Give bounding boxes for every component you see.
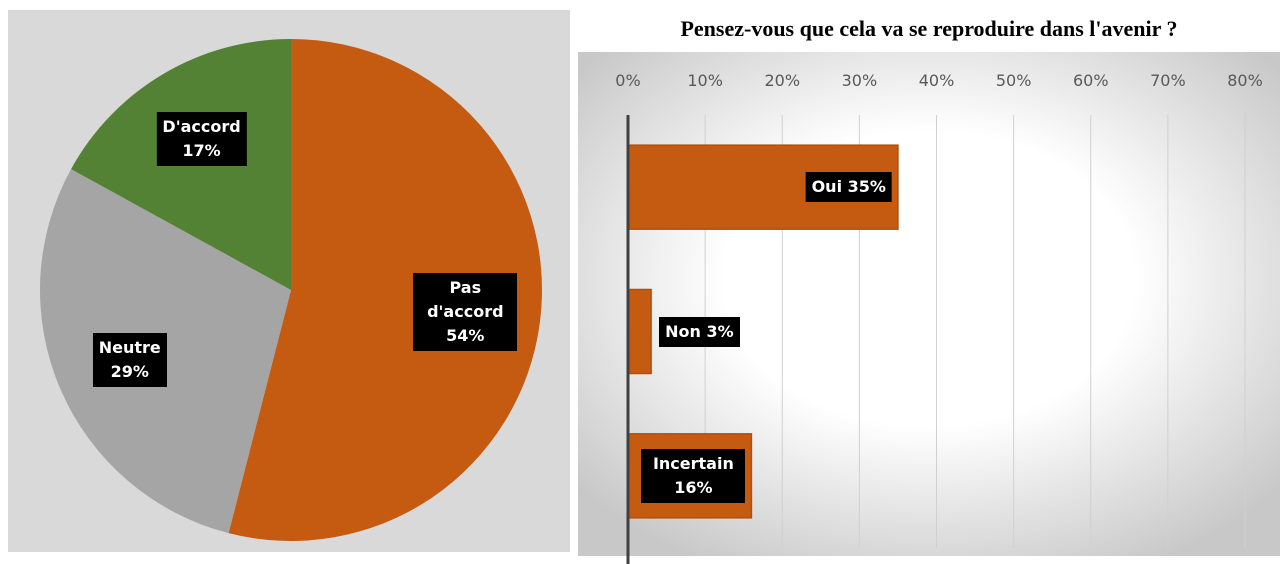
x-tick-label: 30% xyxy=(842,71,878,90)
x-tick-label: 10% xyxy=(687,71,723,90)
data-label: D'accord 17% xyxy=(156,111,247,166)
label-value: 35% xyxy=(847,177,886,197)
label-category: D'accord xyxy=(162,116,241,136)
bar xyxy=(627,288,652,375)
x-tick-label: 0% xyxy=(615,71,640,90)
data-label: Non 3% xyxy=(659,316,740,347)
data-label: Pas d'accord 54% xyxy=(413,273,518,352)
label-value: 16% xyxy=(674,477,713,497)
pie-slice xyxy=(228,39,542,541)
label-category: Incertain xyxy=(652,453,734,473)
label-value: 29% xyxy=(110,361,149,381)
label-category: Non xyxy=(665,321,701,341)
label-value: 54% xyxy=(446,326,485,346)
data-label: Oui 35% xyxy=(805,172,892,203)
label-category: Pas d'accord xyxy=(427,278,504,322)
data-label: Incertain 16% xyxy=(641,448,746,503)
x-tick-label: 20% xyxy=(764,71,800,90)
x-tick-label: 60% xyxy=(1073,71,1109,90)
x-tick-label: 50% xyxy=(996,71,1032,90)
x-tick-label: 80% xyxy=(1227,71,1263,90)
x-tick-label: 40% xyxy=(919,71,955,90)
data-label: Neutre 29% xyxy=(92,332,167,387)
label-value: 17% xyxy=(182,140,221,160)
label-category: Oui xyxy=(811,177,843,197)
label-category: Neutre xyxy=(98,337,161,357)
x-tick-label: 70% xyxy=(1150,71,1186,90)
chart-title: Pensez-vous que cela va se reproduire da… xyxy=(680,16,1177,41)
label-value: 3% xyxy=(706,321,734,341)
